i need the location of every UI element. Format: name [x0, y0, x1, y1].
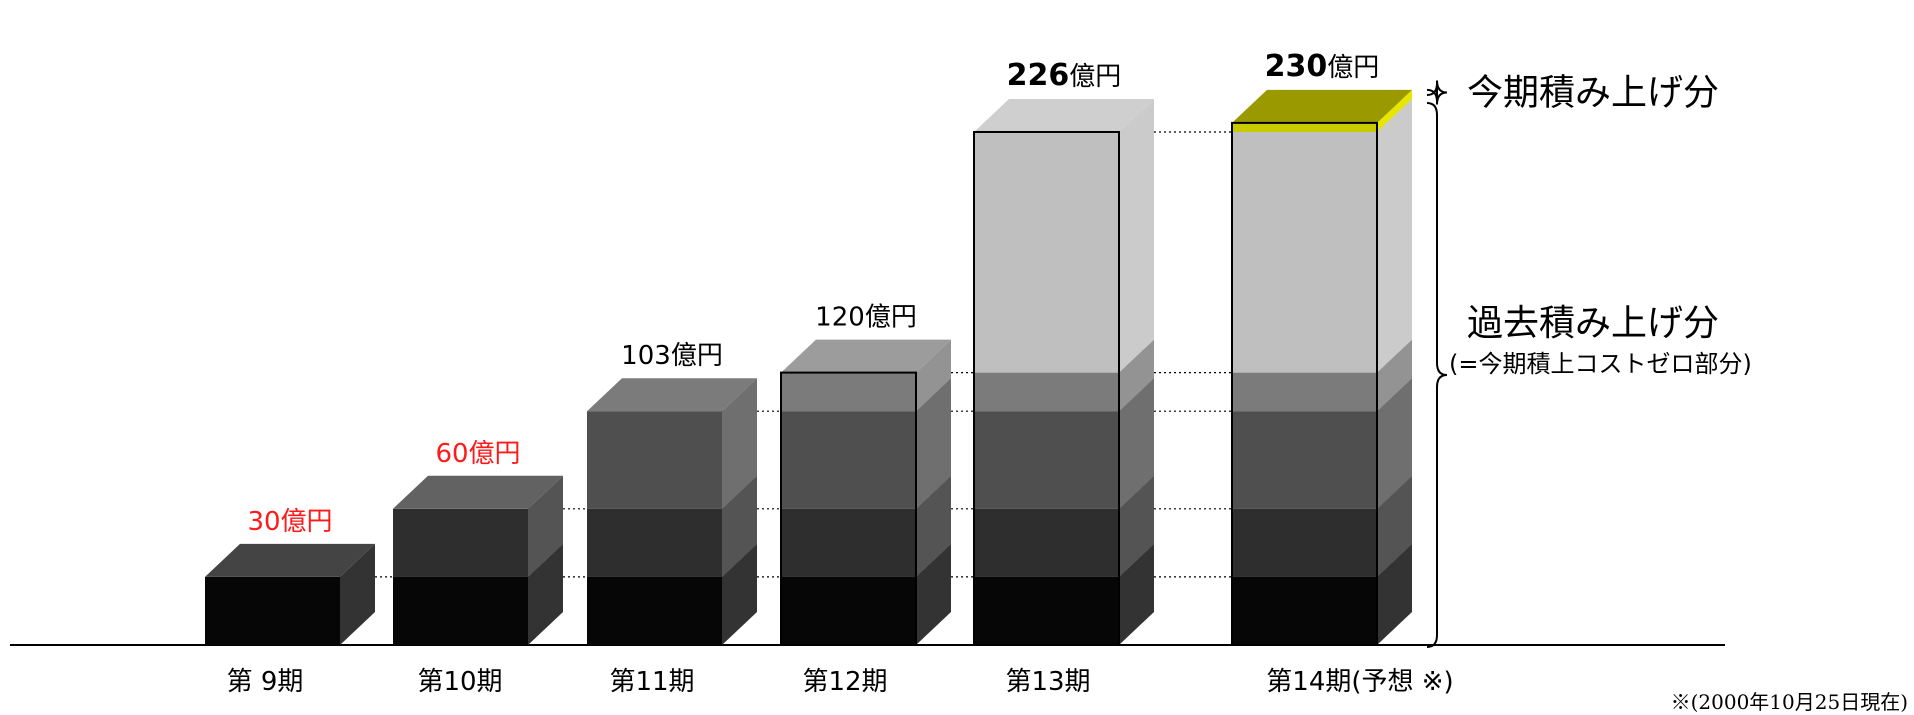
- bar-2-segment-0-front: [587, 576, 722, 645]
- past-period-sublabel: (=今期積上コストゼロ部分): [1449, 350, 1752, 378]
- value-label-5-number: 230: [1265, 49, 1328, 84]
- bar-5-segment-3-side: [1377, 339, 1412, 412]
- bar-5-segment-0-side: [1377, 543, 1412, 645]
- bar-1-segment-1-side: [528, 475, 563, 577]
- bar-3-segment-3-side: [916, 339, 951, 412]
- bar-4-segment-3-side: [1119, 339, 1154, 412]
- bar-3-segment-2-front: [781, 411, 916, 509]
- value-label-5: 230億円: [1265, 49, 1380, 84]
- bar-3-segment-2-side: [916, 378, 951, 509]
- bar-2-segment-2-top: [587, 378, 757, 412]
- category-label-4: 第13期: [1005, 667, 1090, 697]
- bar-0-segment-0-side: [340, 543, 375, 645]
- bar-1-segment-1-front: [393, 508, 528, 577]
- value-label-2-unit: 億円: [671, 341, 723, 371]
- bar-4-segment-4: [974, 98, 1154, 373]
- bar-1-segment-1: [393, 475, 563, 577]
- category-label-0: 第 9期: [227, 667, 304, 697]
- value-label-4-unit: 億円: [1069, 62, 1121, 92]
- bar-2-segment-2-front: [587, 411, 722, 509]
- bar-5-segment-5-front: [1232, 122, 1377, 132]
- value-label-1-unit: 億円: [469, 439, 521, 469]
- value-label-1-number: 60: [435, 439, 468, 469]
- bar-2-segment-2-side: [722, 378, 757, 509]
- value-label-5-unit: 億円: [1327, 53, 1379, 83]
- bar-2-segment-1-side: [722, 475, 757, 577]
- value-label-2-number: 103: [621, 341, 671, 371]
- bar-1-segment-0-side: [528, 543, 563, 645]
- past-period-brace: [1426, 101, 1448, 648]
- bar-3-segment-0-side: [916, 543, 951, 645]
- bar-4-segment-2-front: [974, 411, 1119, 509]
- category-label-2: 第11期: [609, 667, 694, 697]
- bar-4-segment-4-front: [974, 131, 1119, 373]
- bar-3-segment-3-top: [781, 339, 951, 373]
- bar-3-segment-3: [781, 339, 951, 412]
- current-period-brace: [1426, 80, 1448, 105]
- bar-5-segment-2-side: [1377, 378, 1412, 509]
- bar-3-segment-1-side: [916, 475, 951, 577]
- bar-4-segment-2: [974, 378, 1154, 509]
- bar-4-segment-1-side: [1119, 475, 1154, 577]
- bar-4-segment-4-top: [974, 98, 1154, 132]
- bar-4-segment-0-front: [974, 576, 1119, 645]
- past-period-label: 過去積み上げ分: [1467, 303, 1719, 344]
- bar-5-segment-4-side: [1377, 98, 1412, 373]
- bar-5-segment-1-front: [1232, 508, 1377, 577]
- value-label-0-unit: 億円: [281, 507, 333, 537]
- category-label-1: 第10期: [417, 667, 502, 697]
- bar-5-segment-5-side: [1377, 89, 1412, 132]
- bar-5-segment-4-front: [1232, 131, 1377, 373]
- bar-5-outline: [1231, 121, 1378, 646]
- bar-5-segment-4: [1232, 98, 1412, 373]
- bar-4-segment-4-side: [1119, 98, 1154, 373]
- value-label-4-number: 226: [1007, 58, 1070, 93]
- bar-1-segment-0-front: [393, 576, 528, 645]
- bar-5-segment-2-front: [1232, 411, 1377, 509]
- bar-5-segment-5-top: [1232, 89, 1412, 123]
- bar-4-segment-1-front: [974, 508, 1119, 577]
- bar-3-outline: [780, 371, 917, 646]
- footnote: ※(2000年10月25日現在): [1671, 690, 1908, 714]
- bar-1-segment-1-top: [393, 475, 563, 509]
- value-label-3-unit: 億円: [865, 303, 917, 333]
- bar-4-segment-3-front: [974, 372, 1119, 412]
- bar-0-segment-0: [205, 543, 375, 645]
- current-period-label: 今期積み上げ分: [1467, 72, 1719, 113]
- bar-3-segment-0-front: [781, 576, 916, 645]
- value-label-3-number: 120: [815, 303, 865, 333]
- category-label-5: 第14期(予想 ※): [1266, 667, 1453, 697]
- bars-layer: [10, 89, 1725, 647]
- bar-5-segment-1-side: [1377, 475, 1412, 577]
- bar-5-segment-0-front: [1232, 576, 1377, 645]
- value-label-0-number: 30: [247, 507, 280, 537]
- bar-3-segment-1-front: [781, 508, 916, 577]
- value-label-0: 30億円: [247, 507, 332, 537]
- bar-2-segment-2: [587, 378, 757, 509]
- value-label-2: 103億円: [621, 341, 723, 371]
- bar-2-segment-1-front: [587, 508, 722, 577]
- bar-4-outline: [973, 130, 1120, 647]
- bar-3-segment-3-front: [781, 372, 916, 412]
- bar-4-segment-0-side: [1119, 543, 1154, 645]
- value-label-3: 120億円: [815, 303, 917, 333]
- value-label-1: 60億円: [435, 439, 520, 469]
- category-label-3: 第12期: [802, 667, 887, 697]
- value-label-4: 226億円: [1007, 58, 1122, 93]
- bar-5-segment-5: [1232, 89, 1412, 132]
- bar-4-segment-2-side: [1119, 378, 1154, 509]
- bar-0-segment-0-front: [205, 576, 340, 645]
- bar-2-segment-0-side: [722, 543, 757, 645]
- bar-5-segment-3-front: [1232, 372, 1377, 412]
- bar-0-segment-0-top: [205, 543, 375, 577]
